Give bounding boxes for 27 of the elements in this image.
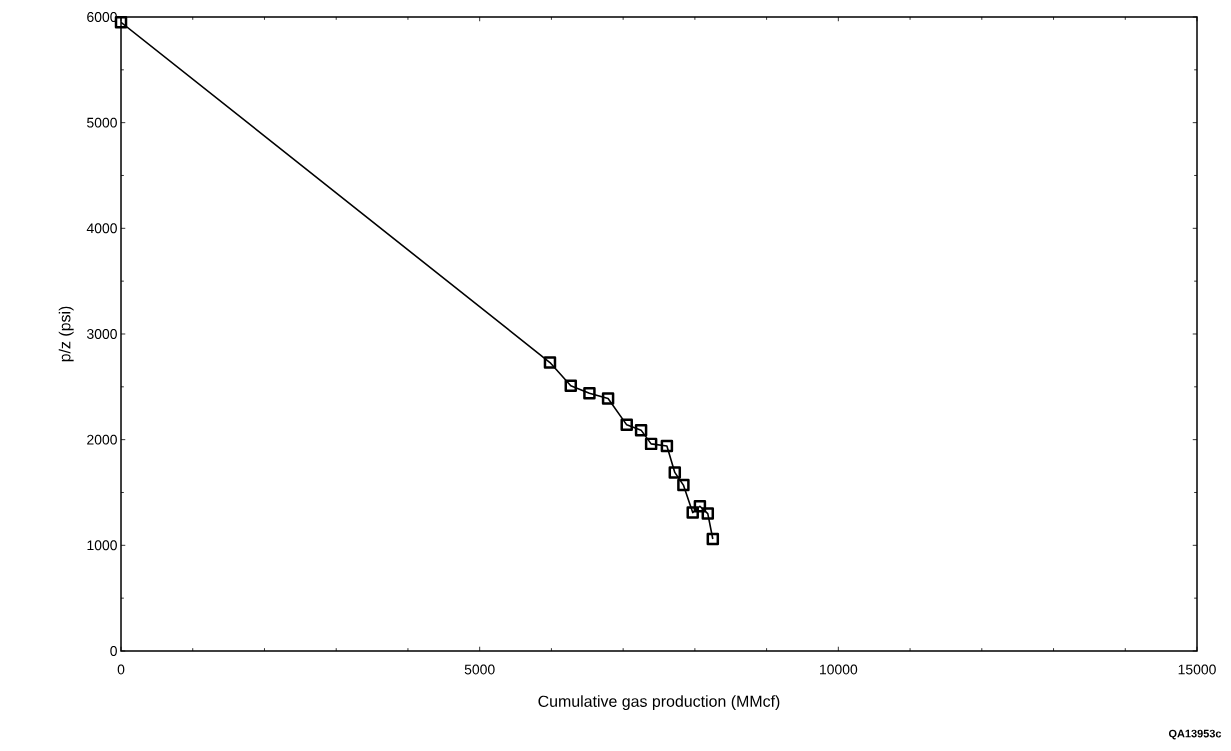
y-tick-label: 3000 [86, 329, 117, 339]
point [543, 356, 557, 369]
point [706, 532, 720, 546]
y-tick-label: 1000 [87, 540, 117, 551]
y-tick-label: 4000 [86, 223, 117, 234]
point [686, 506, 699, 519]
point [583, 386, 596, 400]
point [668, 466, 682, 479]
x-tick-label: 0 [117, 664, 125, 675]
x-axis-title: Cumulative gas production (MMcf) [538, 695, 780, 711]
y-tick-label: 0 [110, 646, 117, 656]
text: QA13953c [1168, 729, 1222, 740]
x-tick-label: 10000 [820, 664, 858, 675]
y-tick-label: 2000 [87, 434, 117, 445]
point [677, 478, 690, 492]
point [564, 379, 578, 393]
x-tick-label: 5000 [464, 664, 495, 675]
point [601, 392, 615, 405]
point [701, 507, 715, 520]
y-axis-title: p/z (psi) [58, 306, 74, 362]
point [634, 423, 648, 437]
point [644, 437, 658, 451]
point [693, 499, 707, 513]
point [620, 418, 633, 432]
x-tick-label: 15000 [1178, 664, 1216, 675]
point [660, 439, 674, 453]
y-tick-label: 5000 [87, 117, 117, 128]
